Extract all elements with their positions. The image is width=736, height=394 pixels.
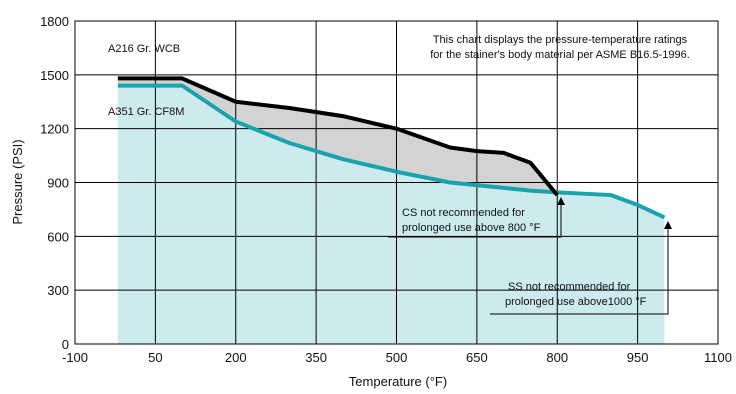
x-tick-label: -100 — [62, 350, 88, 365]
plot-frame — [74, 20, 719, 345]
y-tick-label: 600 — [47, 229, 69, 244]
y-tick-label: 1200 — [40, 122, 69, 137]
cs-annotation-line-1: CS not recommended for — [402, 207, 525, 219]
x-tick-label: 50 — [148, 350, 162, 365]
cf8m-area-fill — [117, 85, 665, 344]
x-tick-label: 800 — [546, 350, 568, 365]
x-tick-label: 350 — [305, 350, 327, 365]
x-tick-label: 950 — [627, 350, 649, 365]
x-axis-title: Temperature (°F) — [349, 374, 447, 389]
x-tick-label: 1100 — [704, 350, 732, 365]
y-axis-title: Pressure (PSI) — [10, 139, 25, 224]
y-tick-label: 1500 — [40, 68, 69, 83]
x-tick-label: 650 — [466, 350, 488, 365]
rating-gap-fill — [117, 78, 558, 196]
x-tick-label: 500 — [386, 350, 408, 365]
y-tick-label: 0 — [62, 337, 69, 352]
ss-annotation-line-2: prolonged use above1000 °F — [505, 296, 647, 308]
cs-annotation-arrow — [388, 197, 565, 238]
chart-note-line-1: This chart displays the pressure-tempera… — [433, 34, 688, 46]
series-label-cf8m: A351 Gr. CF8M — [108, 106, 184, 118]
series-label-wcb: A216 Gr. WCB — [108, 43, 180, 55]
cs-annotation-line-2: prolonged use above 800 °F — [402, 222, 541, 234]
y-tick-label: 900 — [47, 176, 69, 191]
ss-annotation-line-1: SS not recommended for — [508, 281, 631, 293]
series-line-wcb — [117, 76, 559, 197]
y-tick-label: 1800 — [40, 14, 69, 29]
series-line-cf8m — [117, 83, 666, 220]
x-tick-label: 200 — [225, 350, 247, 365]
ss-annotation-arrow — [490, 221, 672, 315]
y-tick-label: 300 — [47, 283, 69, 298]
chart-note-line-2: for the stainer's body material per ASME… — [430, 49, 690, 61]
